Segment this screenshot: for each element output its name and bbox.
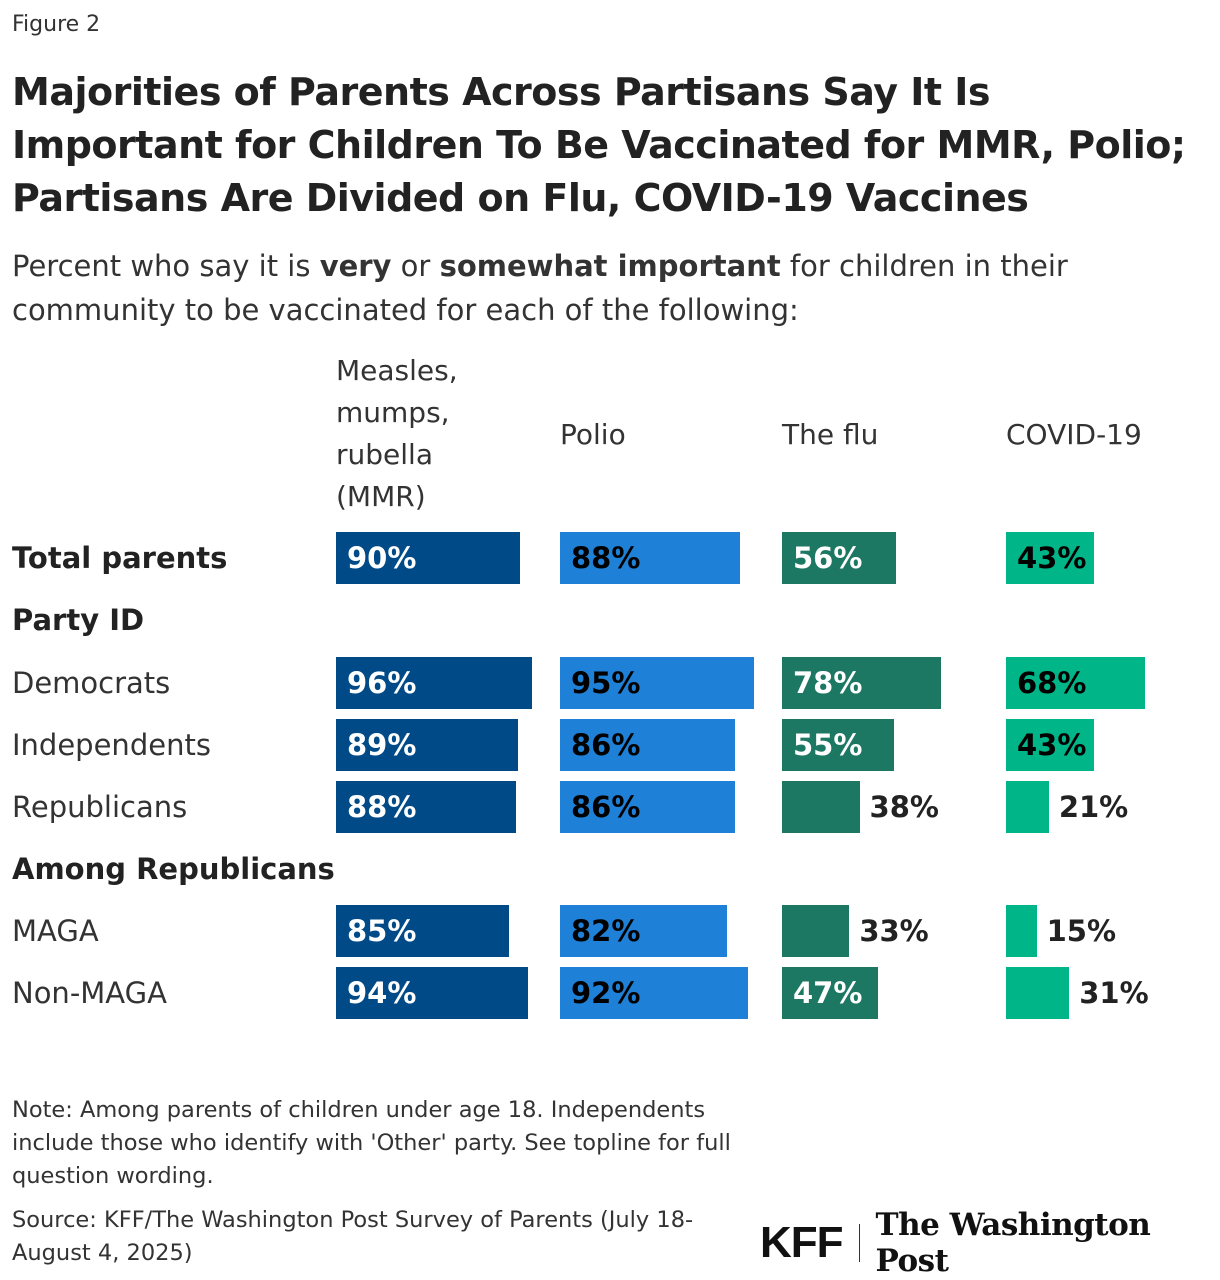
data-label: 92%	[571, 976, 641, 1010]
bar	[1006, 532, 1094, 584]
column-header: Measles, mumps, rubella (MMR)	[336, 354, 458, 513]
bar	[1006, 657, 1145, 709]
subtitle-part: Percent who say it is	[12, 249, 320, 283]
subtitle-part: or	[391, 249, 440, 283]
bar	[336, 967, 528, 1019]
column-header: Polio	[560, 418, 626, 451]
data-label: 47%	[793, 976, 863, 1010]
row-label: Democrats	[12, 666, 171, 700]
data-label: 31%	[1079, 976, 1149, 1010]
bar	[1006, 905, 1037, 957]
row-label: Republicans	[12, 790, 188, 824]
data-label: 21%	[1058, 790, 1129, 824]
bar	[782, 657, 942, 709]
row-label: Total parents	[12, 541, 228, 575]
group-heading: Party ID	[12, 603, 145, 637]
subtitle-emphasis: somewhat important	[439, 249, 781, 283]
bar	[560, 781, 736, 833]
bar	[1006, 781, 1049, 833]
washington-post-logo: The Washington Post	[875, 1207, 1151, 1279]
kff-logo: KFF	[760, 1218, 844, 1267]
data-label: 88%	[347, 790, 417, 824]
column-header: The flu	[782, 418, 879, 451]
logos: KFF The Washington Post	[760, 1207, 1220, 1279]
column-header: COVID-19	[1006, 418, 1142, 451]
chart-subtitle: Percent who say it is very or somewhat i…	[12, 244, 1162, 332]
bar	[782, 781, 860, 833]
subtitle-part: for children in their community to be va…	[12, 249, 1068, 327]
data-label: 43%	[1017, 541, 1087, 575]
bar	[336, 781, 516, 833]
data-label: 55%	[793, 728, 863, 762]
bar	[560, 657, 754, 709]
data-label: 86%	[571, 790, 641, 824]
bar	[782, 967, 878, 1019]
data-label: 88%	[571, 541, 641, 575]
data-label: 95%	[571, 666, 641, 700]
data-label: 89%	[347, 728, 417, 762]
bar	[336, 657, 532, 709]
data-label: 96%	[347, 666, 417, 700]
chart-note: Note: Among parents of children under ag…	[12, 1097, 731, 1189]
data-label: 38%	[869, 790, 939, 824]
data-label: 86%	[571, 728, 641, 762]
subtitle-emphasis: very	[319, 249, 392, 283]
bar	[336, 719, 518, 771]
group-heading: Among Republicans	[12, 852, 335, 886]
data-label: 94%	[347, 976, 417, 1010]
data-label: 68%	[1017, 666, 1087, 700]
data-label: 82%	[571, 914, 641, 948]
bar	[560, 905, 728, 957]
data-label: 15%	[1046, 914, 1117, 948]
bar	[782, 719, 895, 771]
chart-title: Majorities of Parents Across Partisans S…	[12, 70, 1186, 220]
bar	[782, 905, 850, 957]
data-label: 43%	[1017, 728, 1087, 762]
data-label: 90%	[347, 541, 417, 575]
bar	[782, 532, 897, 584]
bar	[560, 719, 736, 771]
row-label: Independents	[12, 728, 211, 762]
bar	[560, 532, 740, 584]
bar	[560, 967, 748, 1019]
data-label: 33%	[859, 914, 929, 948]
row-label: Non-MAGA	[12, 976, 167, 1010]
bar	[1006, 967, 1070, 1019]
data-label: 85%	[347, 914, 417, 948]
bar	[336, 532, 520, 584]
data-label: 78%	[793, 666, 863, 700]
data-label: 56%	[793, 541, 863, 575]
logo-divider	[858, 1224, 860, 1262]
row-label: MAGA	[12, 914, 99, 948]
figure-label: Figure 2	[12, 12, 101, 37]
chart-source: Source: KFF/The Washington Post Survey o…	[12, 1207, 694, 1266]
bar	[336, 905, 510, 957]
bar	[1006, 719, 1094, 771]
